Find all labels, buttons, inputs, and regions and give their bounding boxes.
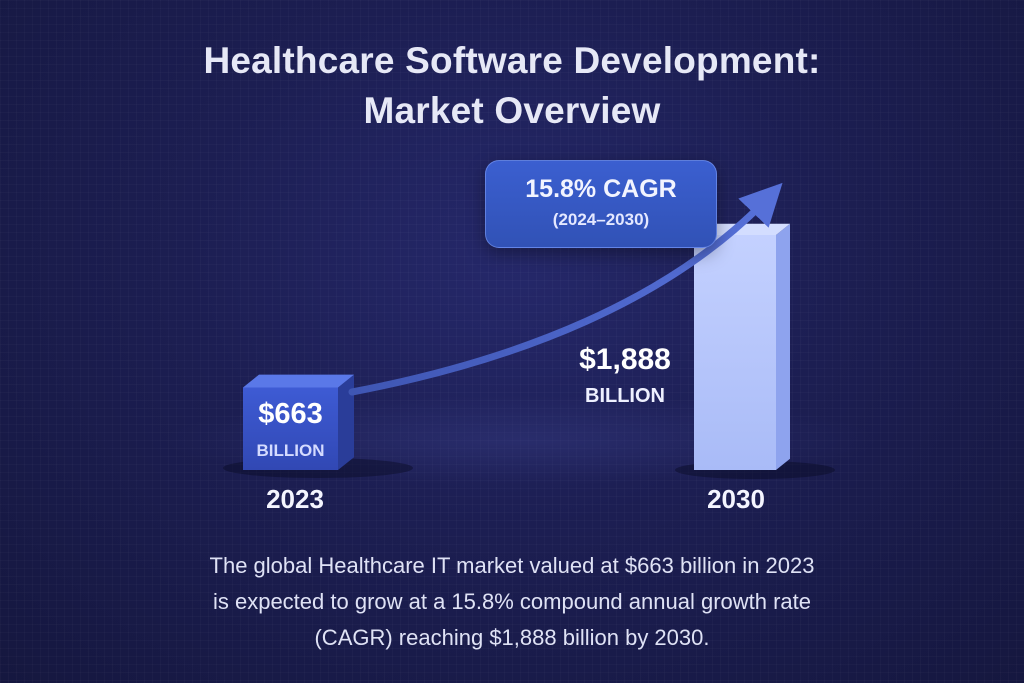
data-label-2030-unit: BILLION — [585, 385, 665, 407]
bar-2030-side — [776, 223, 790, 470]
data-label-2030-amount: $1,888 — [579, 343, 671, 376]
data-label-2023-unit: BILLION — [256, 441, 325, 460]
growth-trend-arrow — [348, 182, 783, 396]
bar-2023 — [243, 387, 338, 470]
data-label-2023-amount: $663 — [258, 398, 323, 430]
data-label-2030: $1,888 BILLION — [560, 343, 690, 408]
bar-2023-top — [243, 374, 354, 388]
description-line-1: The global Healthcare IT market valued a… — [209, 553, 815, 578]
description-line-2: is expected to grow at a 15.8% compound … — [212, 589, 812, 614]
x-tick-label-2023: 2023 — [266, 484, 324, 514]
cagr-callout: 15.8% CAGR (2024–2030) — [485, 160, 717, 248]
data-label-2023: $663 BILLION — [243, 398, 338, 461]
cagr-period: (2024–2030) — [552, 210, 650, 229]
market-description: The global Healthcare IT market valued a… — [112, 548, 912, 656]
cagr-value: 15.8% CAGR — [525, 175, 677, 203]
x-tick-label-2030: 2030 — [707, 484, 765, 514]
title-line-2: Market Overview — [363, 90, 661, 131]
page-title: Healthcare Software Development: Market … — [0, 36, 1024, 136]
title-line-1: Healthcare Software Development: — [203, 40, 821, 81]
bar-2023-side — [338, 374, 354, 470]
description-line-3: (CAGR) reaching $1,888 billion by 2030. — [314, 625, 710, 650]
bar-2030 — [694, 235, 776, 470]
